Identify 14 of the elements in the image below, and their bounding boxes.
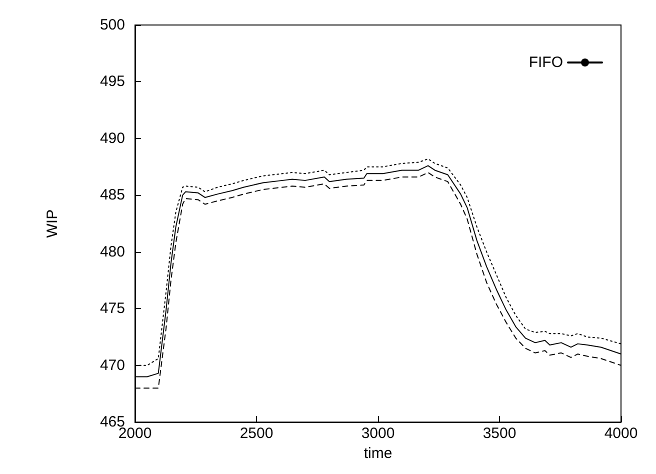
y-tick-label: 495 [100,73,125,90]
y-axis-title: WIP [44,209,61,238]
x-tick-label: 4000 [604,425,638,442]
x-tick-label: 2500 [240,425,274,442]
y-tick-label: 470 [100,356,125,374]
x-axis-title: time [364,445,392,462]
y-tick-label: 500 [100,16,125,34]
y-tick-label: 485 [100,186,125,204]
y-tick-label: 490 [100,130,125,147]
x-tick-label: 3500 [482,425,516,442]
legend-label: FIFO [528,54,563,71]
y-tick-label: 475 [100,300,125,318]
x-tick-label: 3000 [361,425,395,442]
y-tick-label: 480 [100,243,125,260]
